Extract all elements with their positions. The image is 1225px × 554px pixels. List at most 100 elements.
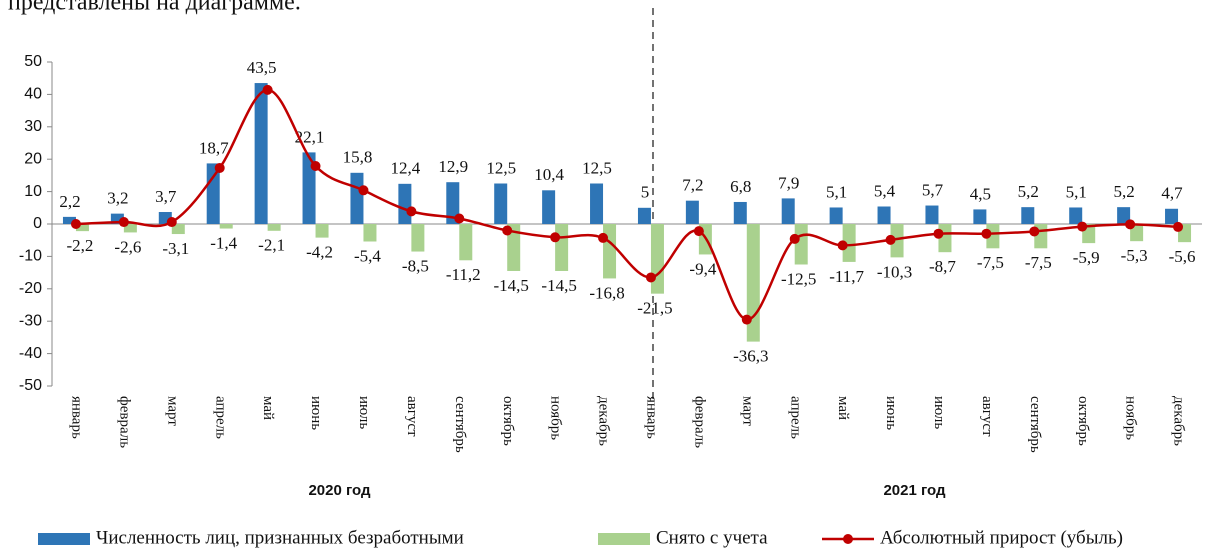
value-label: -2,6 — [114, 237, 141, 256]
value-label: 7,2 — [682, 176, 703, 195]
y-tick-label: -10 — [19, 248, 42, 265]
bar — [206, 163, 220, 224]
x-tick-label: июнь — [308, 396, 324, 430]
value-label: 5,1 — [1066, 182, 1087, 201]
value-label: 4,7 — [1161, 184, 1183, 203]
bar — [494, 183, 508, 224]
line-point — [214, 162, 225, 173]
value-label: -14,5 — [541, 276, 576, 295]
bar — [842, 224, 856, 262]
x-tick-label: март — [164, 396, 180, 426]
value-label: -5,3 — [1121, 246, 1148, 265]
x-tick-label: май — [260, 396, 276, 420]
line-point — [741, 314, 752, 325]
x-tick-label: сентябрь — [1027, 396, 1043, 453]
y-tick-label: 0 — [33, 215, 42, 232]
value-label: -11,7 — [829, 267, 864, 286]
value-label: -11,2 — [446, 265, 481, 284]
bar — [925, 205, 939, 224]
value-label: -10,3 — [877, 262, 912, 281]
value-label: 12,5 — [486, 158, 516, 177]
value-label: 7,9 — [778, 173, 799, 192]
line-point — [550, 232, 561, 243]
value-label: 5,7 — [922, 180, 944, 199]
value-label: -12,5 — [781, 269, 816, 288]
x-tick-label: ноябрь — [548, 396, 564, 440]
bar — [110, 213, 124, 224]
group-label: 2020 год — [308, 482, 371, 499]
value-label: -2,1 — [258, 236, 285, 255]
value-label: 12,4 — [391, 159, 421, 178]
x-tick-label: декабрь — [596, 396, 612, 446]
bar — [973, 209, 987, 224]
header-text: представлены на диаграмме. — [8, 0, 301, 16]
line — [75, 88, 1179, 321]
bar — [685, 200, 699, 224]
bar — [411, 224, 425, 252]
value-label: 5,2 — [1114, 182, 1135, 201]
line-point — [598, 232, 609, 243]
x-tick-label: май — [835, 396, 851, 420]
line-point — [166, 217, 177, 228]
bar — [507, 224, 521, 271]
value-label: -5,9 — [1073, 248, 1100, 267]
x-tick-label: январь — [69, 396, 85, 439]
value-label: -8,5 — [402, 256, 429, 275]
x-tick-label: август — [979, 396, 995, 437]
bar — [171, 224, 185, 235]
value-label: -7,5 — [1025, 253, 1052, 272]
line-point — [933, 228, 944, 239]
bar — [459, 224, 473, 261]
y-tick-label: 30 — [24, 118, 42, 135]
value-label: 3,7 — [155, 187, 177, 206]
value-label: 43,5 — [247, 58, 277, 77]
x-tick-label: февраль — [691, 396, 707, 448]
y-tick-label: -50 — [19, 377, 42, 394]
bar — [794, 224, 808, 265]
bar — [363, 224, 377, 242]
legend-label: Численность лиц, признанных безработными — [96, 527, 464, 548]
legend-label: Абсолютный прирост (убыль) — [880, 527, 1123, 548]
bar — [350, 172, 364, 224]
value-label: -4,2 — [306, 243, 333, 262]
line-point — [310, 161, 321, 172]
bar — [62, 216, 76, 224]
line-point — [118, 217, 129, 228]
y-tick-label: 40 — [24, 86, 42, 103]
bar — [446, 182, 460, 224]
value-label: -9,4 — [689, 259, 716, 278]
x-tick-label: январь — [644, 396, 660, 439]
value-label: -21,5 — [637, 299, 672, 318]
value-label: -8,7 — [929, 257, 956, 276]
line-point — [1029, 226, 1040, 237]
bar — [650, 224, 664, 294]
value-label: 10,4 — [534, 165, 564, 184]
bar — [542, 190, 556, 224]
value-label: 5 — [641, 183, 650, 202]
line-point — [358, 185, 369, 196]
line-point — [70, 219, 81, 229]
x-tick-label: июль — [356, 396, 372, 429]
y-tick-label: 20 — [24, 150, 42, 167]
value-label: 18,7 — [199, 138, 229, 157]
y-tick-label: -30 — [19, 312, 42, 329]
value-label: 6,8 — [730, 177, 751, 196]
value-label: -36,3 — [733, 347, 768, 366]
bar — [75, 224, 89, 232]
value-label: 5,4 — [874, 181, 896, 200]
bar — [590, 183, 604, 224]
value-label: 5,2 — [1018, 182, 1039, 201]
value-label: 15,8 — [343, 148, 373, 167]
bar — [1069, 207, 1083, 224]
x-tick-label: октябрь — [500, 396, 516, 446]
bar — [829, 207, 843, 224]
value-label: 12,9 — [438, 157, 468, 176]
bar — [637, 207, 651, 224]
bar — [1117, 207, 1131, 224]
bar — [123, 224, 137, 233]
legend-label: Снято с учета — [656, 527, 768, 548]
x-tick-label: апрель — [787, 396, 803, 439]
x-tick-label: март — [739, 396, 755, 426]
bar — [315, 224, 329, 238]
